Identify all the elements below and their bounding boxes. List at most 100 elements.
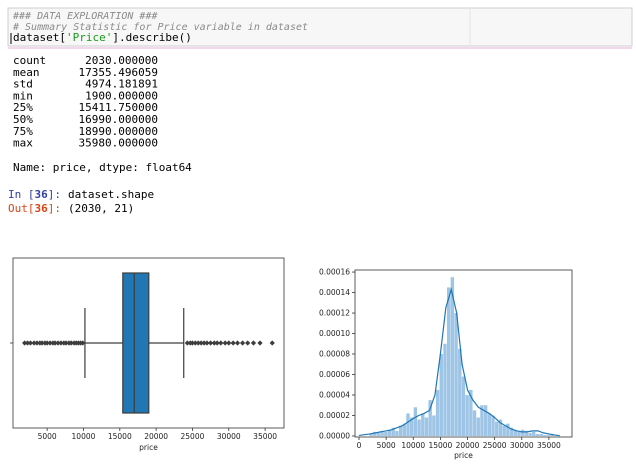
x-tick-label: 0 (357, 441, 362, 450)
flier (269, 340, 275, 346)
stat-value: 1900.000000 (85, 89, 158, 102)
bar (535, 433, 540, 436)
bar (487, 413, 492, 436)
flier (34, 340, 40, 346)
x-tick-label: 35000 (537, 441, 561, 450)
x-axis-label: price (454, 451, 473, 460)
bar (528, 432, 532, 436)
bar (428, 400, 432, 436)
bar (454, 313, 458, 436)
bar (480, 405, 484, 436)
code-token: ].describe() (112, 31, 191, 44)
bar (472, 410, 477, 436)
flier (22, 340, 28, 346)
flier (239, 340, 246, 346)
code-cell[interactable] (7, 7, 633, 47)
x-tick-label: 30000 (217, 432, 241, 441)
bar (409, 417, 414, 436)
flier (208, 340, 214, 346)
flier (184, 340, 190, 346)
flier (211, 340, 217, 346)
output: (2030, 21) (68, 202, 134, 215)
output-footer: Name: price, dtype: float64 (13, 161, 192, 174)
bar (517, 431, 521, 436)
bar (513, 429, 517, 436)
flier (31, 340, 37, 346)
bar (546, 434, 551, 436)
flier (55, 340, 61, 346)
prompt: In [ (8, 188, 35, 201)
flier (198, 340, 204, 346)
y-tick-label: 0.00014 (319, 288, 350, 297)
bar (421, 413, 425, 436)
bar (391, 427, 395, 436)
stat-value: 15411.750000 (79, 101, 158, 114)
bar (483, 405, 488, 436)
flier (250, 340, 257, 346)
bar (469, 389, 473, 436)
stat-value: 2030.000000 (85, 54, 158, 67)
kde-line (358, 287, 560, 437)
prompt-number: 36 (35, 188, 49, 201)
stat-label: std (13, 78, 33, 91)
bar (465, 394, 469, 436)
stat-label: min (13, 89, 33, 102)
bar (413, 407, 418, 436)
x-tick-label: 20000 (144, 432, 168, 441)
bar (461, 376, 466, 436)
x-tick-label: 15000 (428, 441, 452, 450)
flier (230, 340, 236, 346)
bar (491, 415, 495, 436)
out-prompt: Out[36]: (2030, 21) (8, 202, 134, 215)
stat-label: count (13, 54, 46, 67)
bar (439, 354, 443, 436)
code-comment: # Summary Statistic for Price variable i… (12, 22, 308, 33)
stat-value: 18990.000000 (79, 125, 158, 138)
stat-label: mean (13, 66, 40, 79)
bar (446, 287, 451, 436)
bar (458, 348, 462, 436)
code-token: dataset[ (13, 31, 66, 44)
stat-label: 25% (13, 101, 33, 114)
flier (204, 340, 210, 346)
bar (443, 343, 447, 436)
stat-value: 35980.000000 (79, 137, 158, 150)
y-tick-label: 0.00002 (319, 411, 350, 420)
flier (52, 340, 58, 346)
stat-label: 50% (13, 113, 33, 126)
x-tick-label: 15000 (108, 432, 132, 441)
flier (68, 340, 74, 346)
bar (498, 419, 503, 436)
flier (245, 340, 251, 346)
flier (39, 340, 45, 346)
bar (502, 425, 506, 436)
prompt: Out[ (8, 202, 35, 215)
flier (201, 340, 207, 346)
x-tick-label: 5000 (38, 432, 57, 441)
y-tick-label: 0.00012 (319, 309, 350, 318)
bar (373, 431, 377, 436)
in-prompt: In [36]: dataset.shape (8, 188, 154, 201)
bar (532, 431, 536, 436)
bar (424, 417, 429, 436)
code-line: dataset['Price'].describe() (13, 31, 192, 44)
x-tick-label: 20000 (456, 441, 480, 450)
bar (543, 434, 547, 436)
bar (398, 425, 403, 436)
bar (369, 433, 373, 436)
bar (509, 427, 514, 436)
code-string: 'Price' (66, 31, 112, 44)
y-tick-label: 0.00008 (319, 350, 350, 359)
bar (406, 413, 410, 436)
x-axis-label: price (139, 443, 158, 452)
bar (384, 431, 388, 436)
x-tick-label: 25000 (483, 441, 507, 450)
code-comment: ### DATA EXPLORATION ### (12, 11, 158, 22)
flier (257, 340, 263, 346)
stat-value: 17355.496059 (79, 66, 158, 79)
flier (195, 340, 201, 346)
flier (226, 340, 232, 346)
flier (63, 340, 69, 346)
